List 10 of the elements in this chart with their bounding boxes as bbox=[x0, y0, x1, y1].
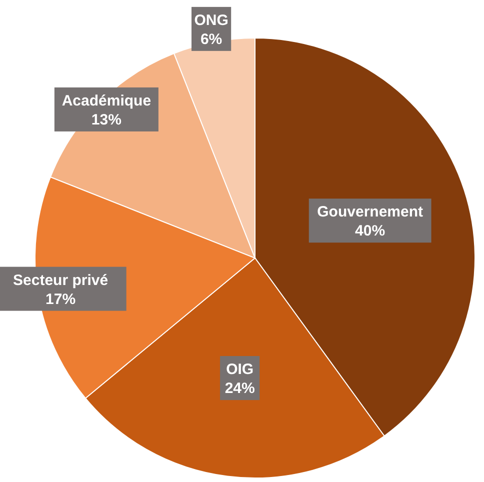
slice-label: Secteur privé bbox=[13, 272, 108, 289]
slice-label: Gouvernement bbox=[317, 204, 424, 221]
data-label: 40% bbox=[355, 222, 386, 240]
data-label: 13% bbox=[91, 111, 122, 128]
data-label: 6% bbox=[200, 30, 222, 48]
data-label: 24% bbox=[224, 380, 255, 398]
slice-label: OIG bbox=[226, 361, 254, 378]
slice-label: Académique bbox=[62, 92, 152, 110]
data-label: 17% bbox=[46, 290, 76, 308]
slice-label: ONG bbox=[194, 12, 228, 29]
